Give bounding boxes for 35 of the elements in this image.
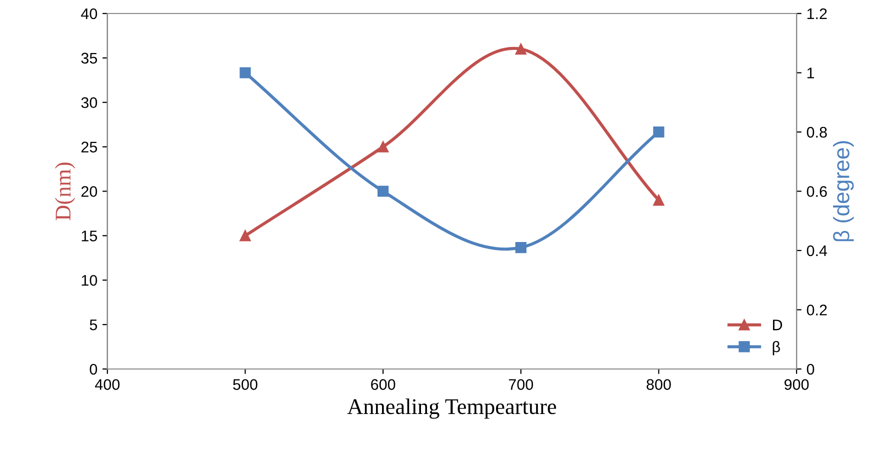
x-axis-title: Annealing Tempearture bbox=[347, 398, 556, 419]
y-tick-label: 10 bbox=[82, 274, 98, 286]
point bbox=[515, 43, 526, 55]
y-tick-label: 5 bbox=[90, 320, 98, 330]
point bbox=[653, 126, 664, 138]
legend-label: D bbox=[773, 320, 782, 330]
y-tick-label: 40 bbox=[81, 8, 98, 20]
legend-label: β bbox=[772, 341, 780, 356]
x-tick-label: 500 bbox=[233, 379, 258, 390]
y2-tick-label: 1 bbox=[807, 68, 814, 78]
y-tick-label: 25 bbox=[81, 142, 98, 152]
point bbox=[378, 186, 389, 197]
x-tick-label: 800 bbox=[646, 379, 671, 390]
point bbox=[240, 67, 251, 78]
point bbox=[240, 230, 251, 242]
point bbox=[653, 194, 664, 206]
y2-axis-title: β (degree) bbox=[833, 141, 854, 242]
y2-tick-label: 0.8 bbox=[806, 126, 827, 138]
point bbox=[515, 242, 526, 254]
x-tick-label: 400 bbox=[95, 379, 120, 390]
point bbox=[378, 141, 389, 152]
x-tick-label: 700 bbox=[508, 379, 534, 390]
y2-tick-label: 0.6 bbox=[806, 186, 827, 197]
x-tick-label: 600 bbox=[371, 379, 396, 390]
y-tick-label: 15 bbox=[82, 230, 98, 242]
y2-tick-label: 0.4 bbox=[806, 245, 828, 256]
y-tick-label: 20 bbox=[81, 186, 98, 197]
y2-tick-label: 1.2 bbox=[807, 8, 827, 20]
y2-tick-label: 0.2 bbox=[806, 304, 827, 316]
y-tick-label: 30 bbox=[81, 97, 98, 108]
y-tick-label: 35 bbox=[81, 52, 98, 64]
y2-tick-label: 0 bbox=[806, 364, 814, 375]
y-tick-label: 0 bbox=[90, 364, 98, 375]
x-tick-label: 900 bbox=[784, 379, 809, 390]
y-axis-title: D(nm) bbox=[54, 162, 76, 220]
